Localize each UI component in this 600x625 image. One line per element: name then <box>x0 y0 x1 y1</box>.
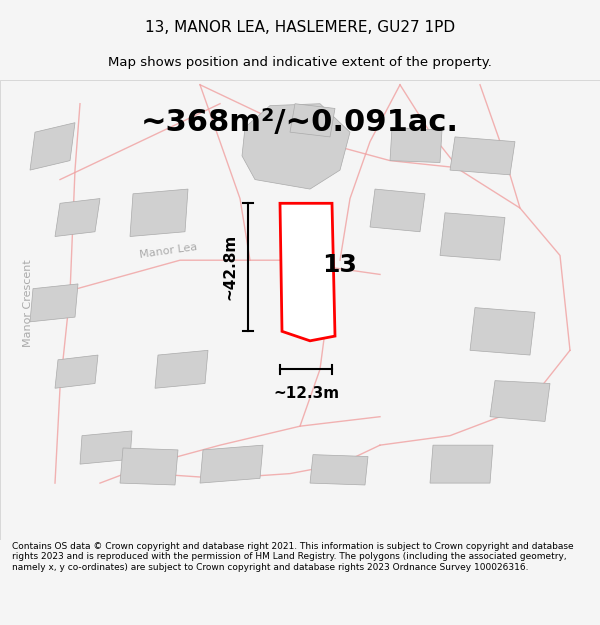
Text: ~42.8m: ~42.8m <box>223 234 238 301</box>
Text: Map shows position and indicative extent of the property.: Map shows position and indicative extent… <box>108 56 492 69</box>
Polygon shape <box>200 445 263 483</box>
Text: Manor Crescent: Manor Crescent <box>23 259 33 347</box>
Polygon shape <box>30 284 78 322</box>
Text: ~368m²/~0.091ac.: ~368m²/~0.091ac. <box>141 108 459 137</box>
Polygon shape <box>430 445 493 483</box>
Text: Manor Lea: Manor Lea <box>139 242 197 260</box>
Polygon shape <box>450 137 515 175</box>
Text: Contains OS data © Crown copyright and database right 2021. This information is : Contains OS data © Crown copyright and d… <box>12 542 574 571</box>
Polygon shape <box>280 203 335 341</box>
Polygon shape <box>55 355 98 388</box>
Polygon shape <box>120 448 178 485</box>
Polygon shape <box>390 127 442 162</box>
Text: 13: 13 <box>323 253 358 277</box>
Polygon shape <box>290 104 335 137</box>
Polygon shape <box>440 213 505 260</box>
Polygon shape <box>470 308 535 355</box>
Polygon shape <box>30 122 75 170</box>
Polygon shape <box>370 189 425 232</box>
Polygon shape <box>130 189 188 236</box>
Polygon shape <box>310 454 368 485</box>
Text: ~12.3m: ~12.3m <box>273 386 339 401</box>
Polygon shape <box>242 104 350 189</box>
Polygon shape <box>155 350 208 388</box>
Text: 13, MANOR LEA, HASLEMERE, GU27 1PD: 13, MANOR LEA, HASLEMERE, GU27 1PD <box>145 20 455 35</box>
Polygon shape <box>55 199 100 236</box>
Polygon shape <box>490 381 550 421</box>
Polygon shape <box>80 431 132 464</box>
